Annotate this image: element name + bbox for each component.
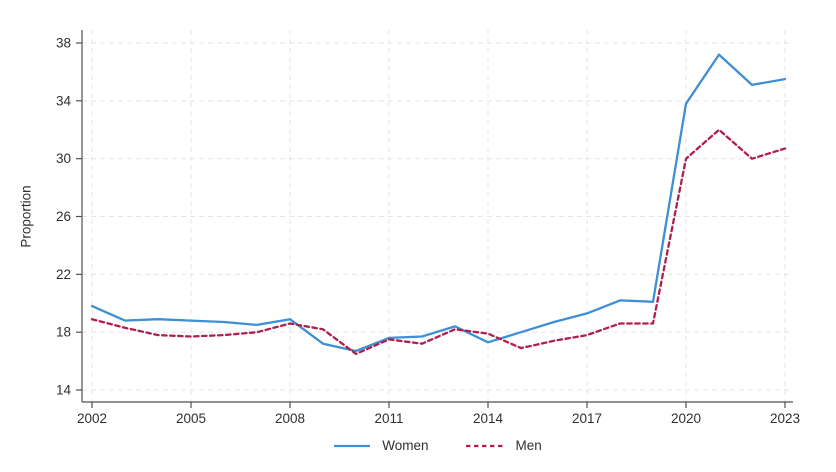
y-tick-label: 30	[56, 151, 71, 166]
x-tick-label: 2020	[671, 411, 701, 426]
legend-item-men: Men	[465, 438, 542, 453]
legend-label-men: Men	[515, 438, 542, 453]
y-tick-label: 34	[56, 93, 72, 108]
y-tick-label: 38	[56, 36, 71, 51]
y-tick-label: 26	[56, 209, 71, 224]
x-tick-label: 2014	[473, 411, 504, 426]
women-line	[90, 53, 787, 353]
men-line-sample-icon	[465, 444, 504, 447]
x-tick-label: 2011	[374, 411, 403, 426]
legend-label-women: Women	[382, 438, 429, 453]
y-tick-label: 18	[56, 325, 71, 340]
y-tick-label: 14	[56, 383, 72, 398]
x-tick-label: 2023	[770, 411, 800, 426]
x-tick-label: 2008	[275, 411, 305, 426]
men-line	[90, 128, 787, 356]
legend: Women Men	[82, 438, 793, 453]
y-tick-label: 22	[56, 267, 71, 282]
x-tick-label: 2005	[176, 411, 206, 426]
legend-item-women: Women	[333, 438, 429, 453]
x-tick-label: 2002	[77, 411, 107, 426]
women-line-sample-icon	[334, 444, 371, 447]
x-tick-label: 2017	[572, 411, 602, 426]
